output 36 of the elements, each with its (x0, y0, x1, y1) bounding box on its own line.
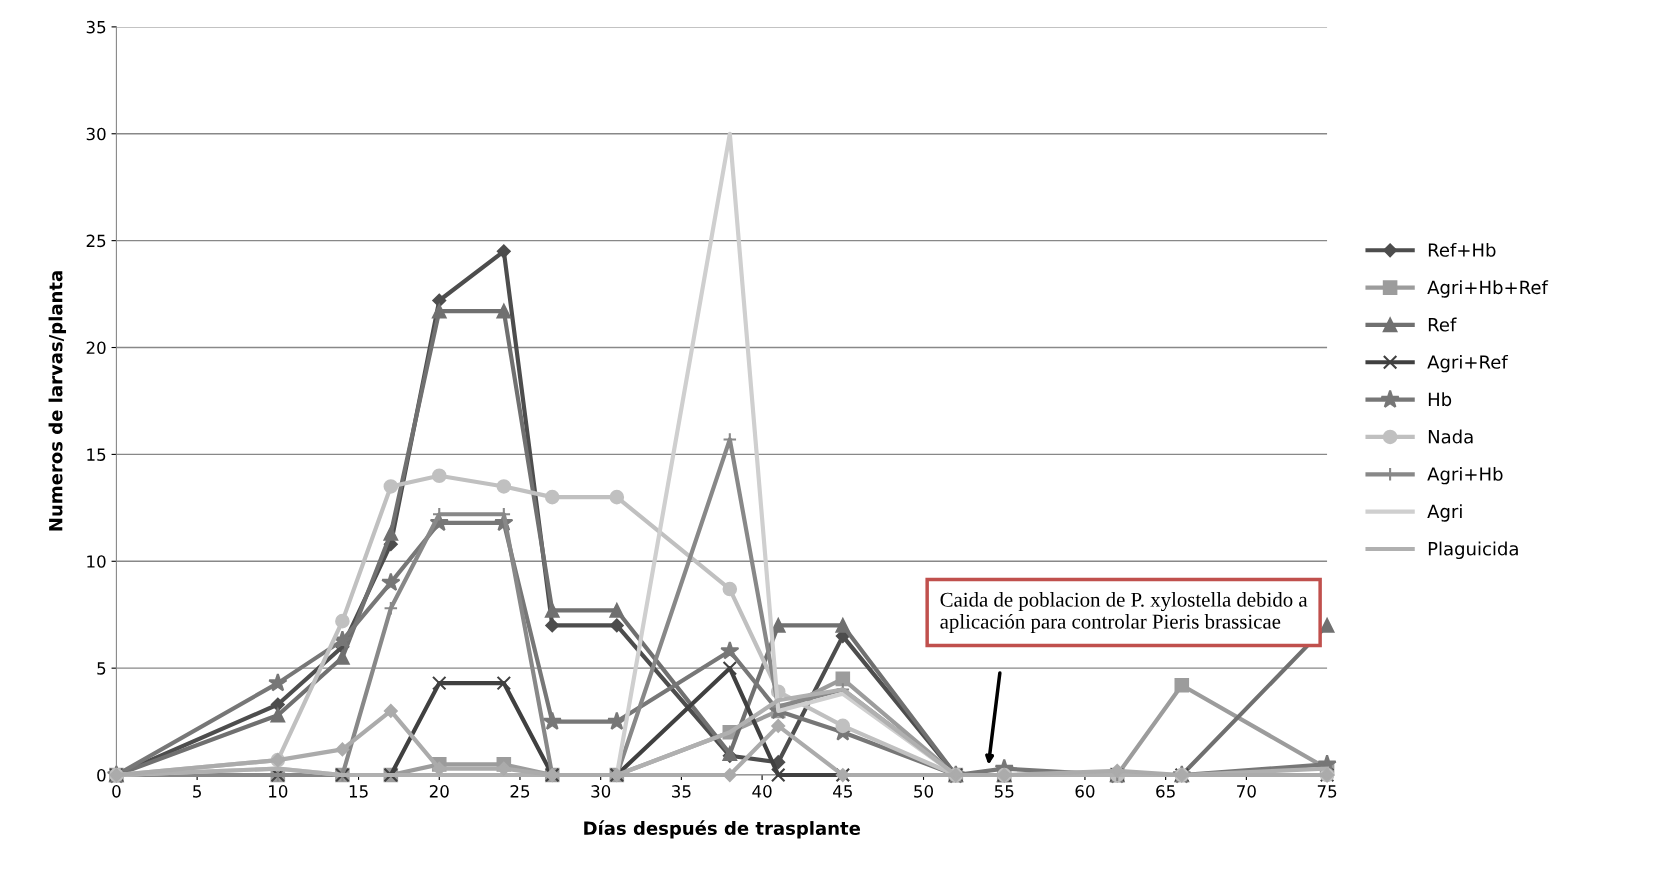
x-tick-label: 45 (833, 785, 852, 798)
x-tick-label: 20 (429, 785, 449, 798)
y-tick-label: 5 (97, 662, 106, 675)
x-tick-label: 50 (914, 785, 934, 798)
legend-label: Ref+Hb (1428, 242, 1496, 257)
x-tick-label: 75 (1317, 785, 1337, 798)
x-tick-label: 65 (1156, 785, 1175, 798)
legend-label: Agri (1427, 504, 1462, 522)
legend-label: Agri+Hb+Ref (1427, 280, 1549, 298)
y-tick-label: 20 (86, 341, 106, 355)
x-tick-label: 30 (591, 785, 611, 798)
x-tick-label: 25 (510, 785, 530, 798)
y-tick-label: 10 (87, 555, 106, 568)
legend-label: Agri+Ref (1427, 354, 1509, 373)
legend-label: Hb (1428, 392, 1452, 407)
legend-label: Agri+Hb (1427, 466, 1503, 485)
x-tick-label: 10 (269, 785, 288, 798)
x-tick-label: 5 (193, 785, 201, 798)
legend-label: Plaguicida (1428, 541, 1518, 560)
x-tick-label: 0 (112, 785, 121, 798)
y-tick-label: 25 (86, 234, 106, 248)
y-tick-label: 35 (86, 20, 106, 34)
annotation: Caida de poblacion de P. xylostella debido a aplicación para controlar Pieris brassicae (940, 592, 1308, 633)
x-tick-label: 15 (349, 785, 368, 798)
legend-label: Ref (1428, 317, 1457, 332)
y-tick-label: 0 (97, 769, 106, 782)
x-tick-label: 55 (994, 785, 1014, 798)
legend-label: Nada (1428, 429, 1473, 444)
y-tick-label: 30 (86, 127, 106, 141)
x-tick-label: 40 (752, 785, 772, 798)
x-tick-label: 60 (1075, 785, 1095, 798)
x-tick-label: 70 (1237, 785, 1256, 798)
x-axis-title: Días después de trasplante (584, 820, 861, 839)
x-tick-label: 35 (672, 785, 691, 798)
y-axis-title: Numeros de larvas/planta (48, 271, 67, 531)
y-tick-label: 15 (87, 448, 106, 461)
